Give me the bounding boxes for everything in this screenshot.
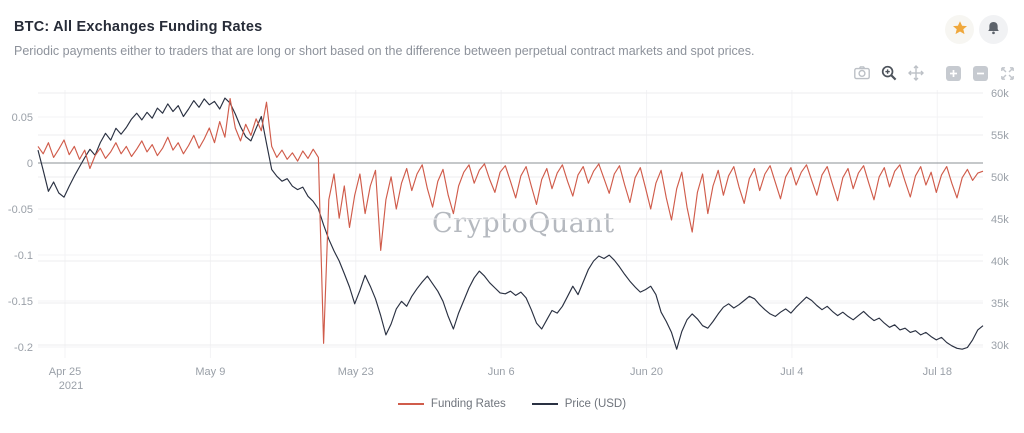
expand-icon[interactable] [997, 63, 1017, 83]
funding-rates-swatch [397, 403, 424, 405]
x-axis-label: Jul 4 [780, 366, 803, 378]
x-axis-label: Jun 20 [630, 366, 663, 378]
funding-rates-line [37, 98, 984, 344]
alert-button[interactable] [979, 15, 1008, 44]
y-axis-label-left: -0.2 [14, 342, 33, 354]
y-axis-label-right: 35k [991, 298, 1009, 310]
favorite-button[interactable] [945, 15, 974, 44]
y-axis-label-right: 50k [991, 172, 1009, 184]
star-icon [952, 20, 968, 39]
y-axis-label-right: 55k [991, 130, 1009, 142]
zoom-out-square-icon[interactable] [970, 63, 990, 83]
x-axis-label: Apr 25 [49, 366, 81, 378]
chart-legend: Funding Rates Price (USD) [0, 398, 1024, 410]
price-usd-swatch [531, 403, 558, 405]
y-axis-label-left: -0.15 [8, 296, 33, 308]
legend-label-funding-rates: Funding Rates [430, 398, 506, 410]
x-axis-label: Jul 18 [923, 366, 952, 378]
x-axis-label: Jun 6 [488, 366, 515, 378]
zoom-in-icon[interactable] [879, 63, 899, 83]
y-axis-label-left: 0 [27, 158, 33, 170]
chart-toolbar [852, 63, 1017, 83]
legend-item-funding-rates[interactable]: Funding Rates [397, 398, 506, 410]
y-axis-label-right: 45k [991, 214, 1009, 226]
y-axis-label-left: -0.1 [14, 250, 33, 262]
legend-label-price-usd: Price (USD) [564, 398, 627, 410]
bell-icon [985, 20, 1002, 40]
legend-item-price-usd[interactable]: Price (USD) [531, 398, 627, 410]
cryptoquant-watermark: CryptoQuant [432, 208, 615, 239]
x-axis-label: May 23 [338, 366, 374, 378]
zoom-in-square-icon[interactable] [943, 63, 963, 83]
x-axis-label: May 9 [195, 366, 225, 378]
price-usd-line [37, 97, 984, 350]
y-axis-label-right: 30k [991, 340, 1009, 352]
page-subtitle: Periodic payments either to traders that… [14, 44, 755, 58]
y-axis-label-left: -0.05 [8, 204, 33, 216]
x-axis-year-label: 2021 [59, 380, 83, 392]
y-axis-label-left: 0.05 [12, 112, 33, 124]
y-axis-label-right: 60k [991, 88, 1009, 100]
y-axis-label-right: 40k [991, 256, 1009, 268]
page-title: BTC: All Exchanges Funding Rates [14, 19, 263, 35]
pan-icon[interactable] [906, 63, 926, 83]
camera-icon[interactable] [852, 63, 872, 83]
